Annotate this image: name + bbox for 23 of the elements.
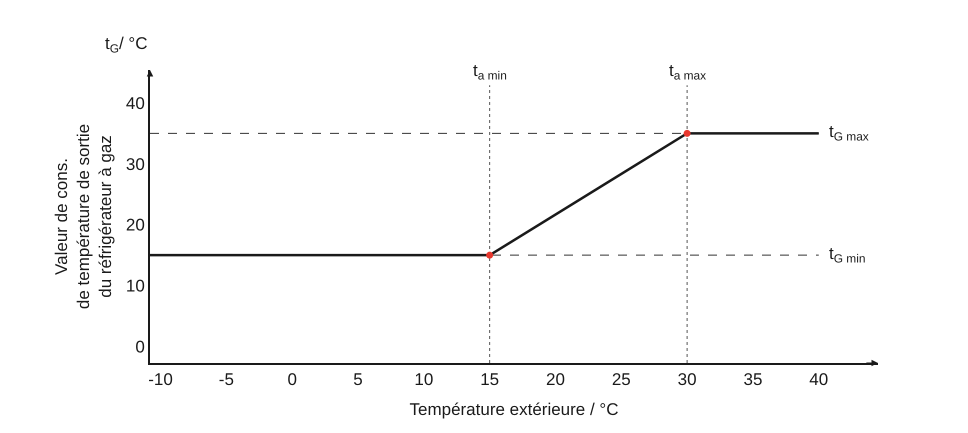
y-tick-label: 0 xyxy=(135,338,145,356)
y-axis-title: Valeur de cons. de température de sortie du réfrigérateur à gaz xyxy=(52,124,115,310)
x-tick-label: 40 xyxy=(809,370,828,390)
text: t$_{G}$/ °C xyxy=(105,34,148,56)
x-axis-title: Température extérieure / °C xyxy=(410,400,618,420)
ref-line-label: t$_{a min}$ xyxy=(473,61,507,83)
y-tick-label: 20 xyxy=(126,216,145,235)
ref-line-label: t$_{G max}$ xyxy=(829,122,869,144)
ref-line-label: t$_{G min}$ xyxy=(829,244,866,266)
x-tick-label: -5 xyxy=(218,370,234,390)
x-tick-label: 0 xyxy=(287,370,297,390)
x-tick-label: 25 xyxy=(612,370,631,390)
y-tick-label: 40 xyxy=(126,94,145,113)
y-tick-label: 30 xyxy=(126,154,145,174)
x-tick-label: 15 xyxy=(480,370,500,390)
x-tick-label: 35 xyxy=(743,370,762,390)
ref-line-label: t$_{a max}$ xyxy=(669,61,706,83)
x-tick-label: -10 xyxy=(148,370,173,390)
x-tick-label: 20 xyxy=(546,370,565,390)
x-tick-label: 10 xyxy=(414,370,434,390)
x-tick-label: 5 xyxy=(353,370,363,390)
y-tick-label: 10 xyxy=(126,276,145,296)
x-tick-label: 30 xyxy=(678,370,697,390)
